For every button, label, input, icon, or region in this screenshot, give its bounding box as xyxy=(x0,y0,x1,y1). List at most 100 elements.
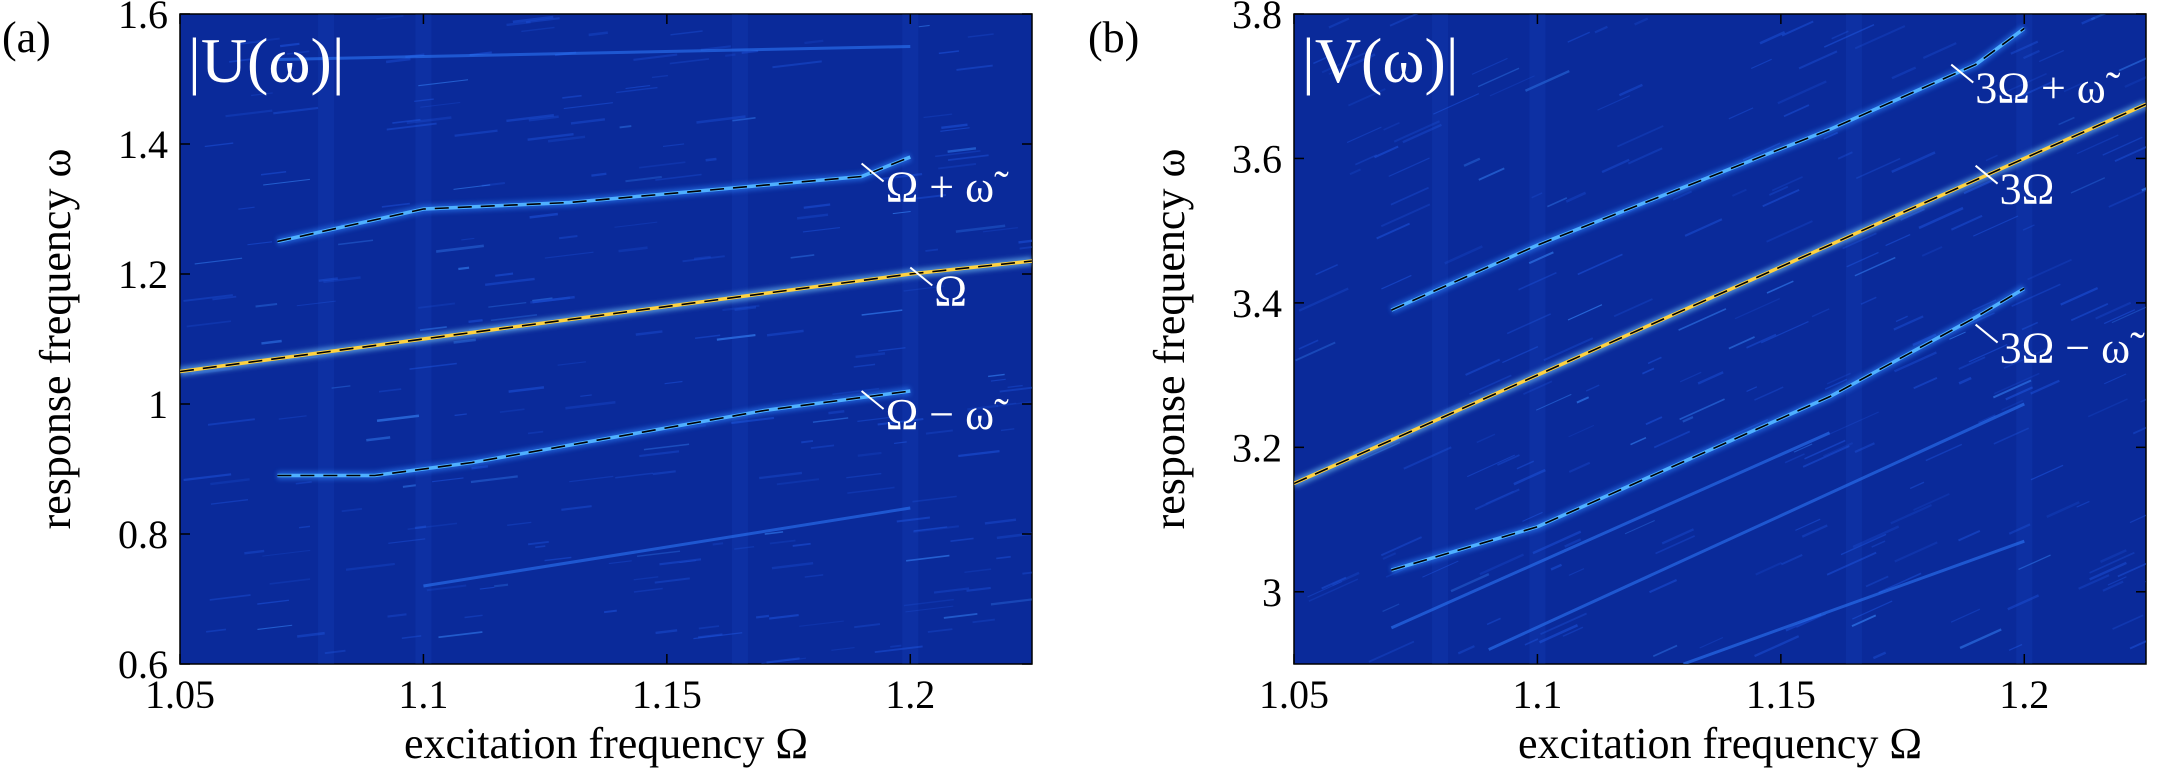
texture-streak xyxy=(206,628,227,633)
texture-streak xyxy=(1346,126,1382,144)
texture-streak xyxy=(420,101,461,108)
texture-streak xyxy=(2003,346,2051,370)
texture-streak xyxy=(1567,304,1603,321)
annotation-label: 3Ω − ω̃ xyxy=(2000,324,2145,373)
x-tick-label: 1.05 xyxy=(1259,672,1329,717)
texture-streak xyxy=(381,202,410,208)
texture-streak xyxy=(2022,224,2035,231)
texture-streak xyxy=(1793,443,1813,453)
texture-streak xyxy=(2078,574,2110,590)
texture-streak xyxy=(1746,386,1758,392)
texture-streak xyxy=(899,193,947,202)
texture-streak xyxy=(438,631,483,639)
texture-streak xyxy=(1618,83,1643,97)
texture-streak xyxy=(2117,562,2146,578)
texture-streak xyxy=(1760,320,1809,344)
texture-streak xyxy=(1390,186,1429,206)
texture-streak xyxy=(401,635,422,640)
texture-streak xyxy=(1634,17,1649,26)
texture-streak xyxy=(1585,384,1600,392)
texture-streak xyxy=(2103,373,2127,385)
texture-streak xyxy=(2046,501,2080,519)
texture-streak xyxy=(1627,147,1663,165)
texture-streak xyxy=(1959,628,2002,650)
texture-streak xyxy=(1568,424,1595,438)
texture-streak xyxy=(731,416,775,425)
texture-streak xyxy=(341,507,363,513)
texture-streak xyxy=(204,142,234,148)
texture-streak xyxy=(1854,25,1906,50)
texture-streak xyxy=(2076,500,2090,508)
faint-curve xyxy=(423,506,911,588)
texture-streak xyxy=(1804,439,1846,460)
texture-streak xyxy=(846,472,882,479)
texture-streak xyxy=(1368,640,1415,663)
texture-streak xyxy=(1971,299,1997,312)
texture-streak xyxy=(2108,189,2146,208)
texture-streak xyxy=(1728,336,1755,350)
texture-streak xyxy=(925,248,939,252)
texture-streak xyxy=(1750,58,1772,69)
texture-streak xyxy=(1918,206,1964,230)
texture-streak xyxy=(1547,197,1568,208)
texture-streak xyxy=(2008,643,2023,651)
texture-streak xyxy=(1855,157,1901,180)
texture-streak xyxy=(247,241,273,246)
texture-streak xyxy=(1381,274,1412,290)
texture-streak xyxy=(682,255,725,263)
texture-streak xyxy=(2001,399,2024,411)
texture-streak xyxy=(1348,88,1386,107)
texture-streak xyxy=(679,560,697,564)
texture-streak xyxy=(905,605,954,613)
texture-streak xyxy=(2005,386,2034,401)
texture-streak xyxy=(1854,256,1896,277)
texture-streak xyxy=(1477,67,1520,88)
texture-streak xyxy=(2011,283,2061,307)
texture-streak xyxy=(485,277,535,287)
texture-streak xyxy=(1522,511,1543,522)
texture-streak xyxy=(912,495,957,503)
annotation-label: Ω xyxy=(934,267,967,316)
texture-streak xyxy=(468,318,483,324)
vertical-band xyxy=(2016,14,2033,664)
texture-streak xyxy=(857,451,882,457)
texture-streak xyxy=(1661,528,1695,545)
texture-streak xyxy=(892,210,911,215)
texture-streak xyxy=(1402,123,1442,144)
texture-streak xyxy=(1783,104,1810,118)
texture-streak xyxy=(212,295,237,301)
texture-streak xyxy=(1697,371,1724,385)
texture-streak xyxy=(1513,468,1546,486)
texture-streak xyxy=(569,475,614,483)
texture-streak xyxy=(1891,66,1917,80)
faint-curve xyxy=(277,45,911,61)
texture-streak xyxy=(2007,594,2040,611)
annotations-a: Ω + ω̃ Ω Ω − ω̃ xyxy=(860,163,1009,439)
texture-streak xyxy=(488,301,527,308)
texture-streak xyxy=(1523,380,1553,395)
texture-streak xyxy=(207,418,255,426)
texture-streak xyxy=(1728,107,1754,120)
texture-streak xyxy=(1531,192,1543,199)
texture-streak xyxy=(1497,454,1520,466)
texture-streak xyxy=(2118,57,2146,72)
texture-streak xyxy=(618,246,648,253)
texture-streak xyxy=(2114,146,2146,162)
texture-streak xyxy=(406,116,452,125)
texture-streak xyxy=(854,623,881,629)
texture-streak xyxy=(662,143,685,148)
texture-streak xyxy=(418,302,455,309)
texture-streak xyxy=(570,118,606,125)
texture-streak xyxy=(1679,371,1702,383)
texture-streak xyxy=(2087,398,2128,418)
texture-streak xyxy=(1771,176,1803,192)
texture-streak xyxy=(210,499,249,505)
texture-streak xyxy=(436,244,484,253)
texture-streak xyxy=(479,586,495,590)
texture-streak xyxy=(1885,233,1911,247)
texture-streak xyxy=(1893,315,1924,331)
texture-streak xyxy=(1486,617,1501,626)
texture-streak xyxy=(940,127,970,132)
texture-streak xyxy=(664,380,683,385)
texture-streak xyxy=(878,347,906,352)
